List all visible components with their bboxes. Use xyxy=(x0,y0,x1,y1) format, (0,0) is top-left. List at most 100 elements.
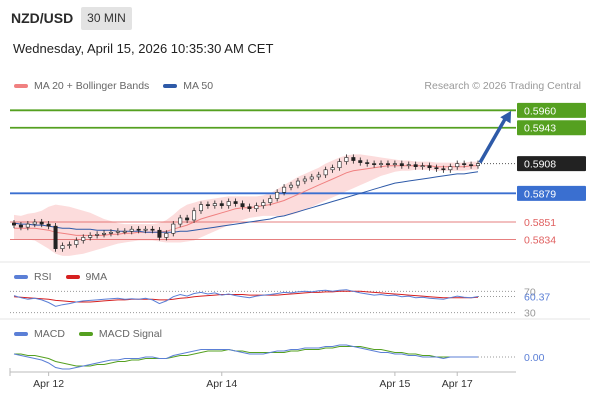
x-tick-label-0: Apr 12 xyxy=(33,378,64,390)
rsi-legend: RSI 9MA xyxy=(14,271,121,283)
candle-body xyxy=(108,231,113,234)
candle-body xyxy=(365,162,370,164)
macd-signal-swatch-icon xyxy=(78,332,93,336)
legend-item-rsi-ma: 9MA xyxy=(65,271,108,283)
macd-legend: MACD MACD Signal xyxy=(14,328,176,340)
candle-body xyxy=(309,176,314,180)
candle-body xyxy=(226,201,231,206)
candle-body xyxy=(323,169,328,176)
candle-body xyxy=(240,203,245,207)
candle-body xyxy=(427,165,432,169)
candle-body xyxy=(95,234,100,236)
candle-body xyxy=(150,228,155,231)
candle-body xyxy=(81,237,86,241)
candle-body xyxy=(88,235,93,238)
datetime-label: Wednesday, April 15, 2026 10:35:30 AM CE… xyxy=(13,41,274,56)
projection-arrow-line xyxy=(478,116,508,164)
candle-body xyxy=(60,245,65,249)
level-label-3: 0.5851 xyxy=(524,217,556,229)
candle-body xyxy=(289,184,294,188)
candle-body xyxy=(344,157,349,162)
x-tick-label-2: Apr 15 xyxy=(379,378,410,390)
candle-body xyxy=(39,221,44,225)
level-tag-1 xyxy=(517,120,586,136)
macd-signal-line xyxy=(14,346,478,367)
ma50-line xyxy=(13,171,479,233)
candle-body xyxy=(268,198,273,203)
candle-body xyxy=(178,217,183,225)
candle-body xyxy=(351,157,356,161)
candle-body xyxy=(233,201,238,204)
candle-body xyxy=(337,161,342,169)
legend-item-ma50: MA 50 xyxy=(163,80,213,92)
candle-body xyxy=(74,240,79,245)
legend-item-macd: MACD xyxy=(14,328,65,340)
candle-body xyxy=(136,228,141,231)
candle-body xyxy=(406,164,411,166)
candle-body xyxy=(261,202,266,206)
legend-label-rsi: RSI xyxy=(34,271,52,283)
rsi-ma-swatch-icon xyxy=(65,275,80,279)
level-label-0: 0.5960 xyxy=(524,105,556,117)
ma20-swatch-icon xyxy=(14,84,28,88)
candle-body xyxy=(212,203,217,206)
candle-body xyxy=(379,163,384,165)
level-tag-2 xyxy=(517,185,586,201)
legend-item-ma20: MA 20 + Bollinger Bands xyxy=(14,80,149,92)
legend-label-macd-signal: MACD Signal xyxy=(98,328,162,340)
candle-body xyxy=(448,166,453,171)
candle-body xyxy=(53,225,58,249)
candle-body xyxy=(247,206,252,210)
candle-body xyxy=(330,167,335,171)
candle-body xyxy=(46,223,51,227)
candle-body xyxy=(115,230,120,233)
candle-body xyxy=(413,164,418,167)
candle-body xyxy=(192,210,197,221)
candles-group xyxy=(11,154,481,252)
candle-body xyxy=(185,217,190,221)
candle-body xyxy=(143,228,148,231)
legend-item-macd-signal: MACD Signal xyxy=(78,328,162,340)
projection-arrowhead-icon xyxy=(500,110,512,124)
credit-label: Research © 2026 Trading Central xyxy=(424,80,581,92)
ma50-swatch-icon xyxy=(163,84,178,88)
candle-body xyxy=(11,222,17,226)
candle-body xyxy=(358,160,363,163)
timeframe-badge[interactable]: 30 MIN xyxy=(81,7,132,30)
candle-body xyxy=(18,224,23,228)
legend-label-ma50: MA 50 xyxy=(183,80,214,92)
candle-body xyxy=(32,221,37,225)
level-label-1: 0.5943 xyxy=(524,123,556,135)
candle-body xyxy=(157,229,162,238)
rsi-current-label: 60.37 xyxy=(524,291,550,303)
candle-body xyxy=(475,163,481,166)
candle-body xyxy=(122,230,127,233)
candle-body xyxy=(316,174,321,178)
legend-label-macd: MACD xyxy=(34,328,65,340)
candle-body xyxy=(205,204,210,206)
main-legend: MA 20 + Bollinger Bands MA 50 xyxy=(14,80,227,92)
currency-pair-title: NZD/USD xyxy=(11,10,74,26)
candle-body xyxy=(129,228,134,232)
candle-body xyxy=(171,223,176,234)
macd-swatch-icon xyxy=(14,332,28,336)
candle-body xyxy=(25,223,30,228)
current-price-tag xyxy=(517,156,586,172)
candle-body xyxy=(392,163,397,165)
candle-body xyxy=(198,204,203,212)
candle-body xyxy=(455,163,460,167)
candle-body xyxy=(385,163,390,165)
candle-body xyxy=(302,178,307,182)
legend-label-rsi-ma: 9MA xyxy=(85,271,108,283)
macd-line xyxy=(13,344,478,370)
legend-item-rsi: RSI xyxy=(14,271,52,283)
candle-body xyxy=(372,163,377,165)
rsi-level-label-0: 70 xyxy=(524,286,536,298)
level-label-2: 0.5879 xyxy=(524,188,556,200)
candle-body xyxy=(441,168,446,171)
x-tick-label-1: Apr 14 xyxy=(206,378,237,390)
candle-body xyxy=(67,244,72,246)
candle-body xyxy=(434,167,439,170)
